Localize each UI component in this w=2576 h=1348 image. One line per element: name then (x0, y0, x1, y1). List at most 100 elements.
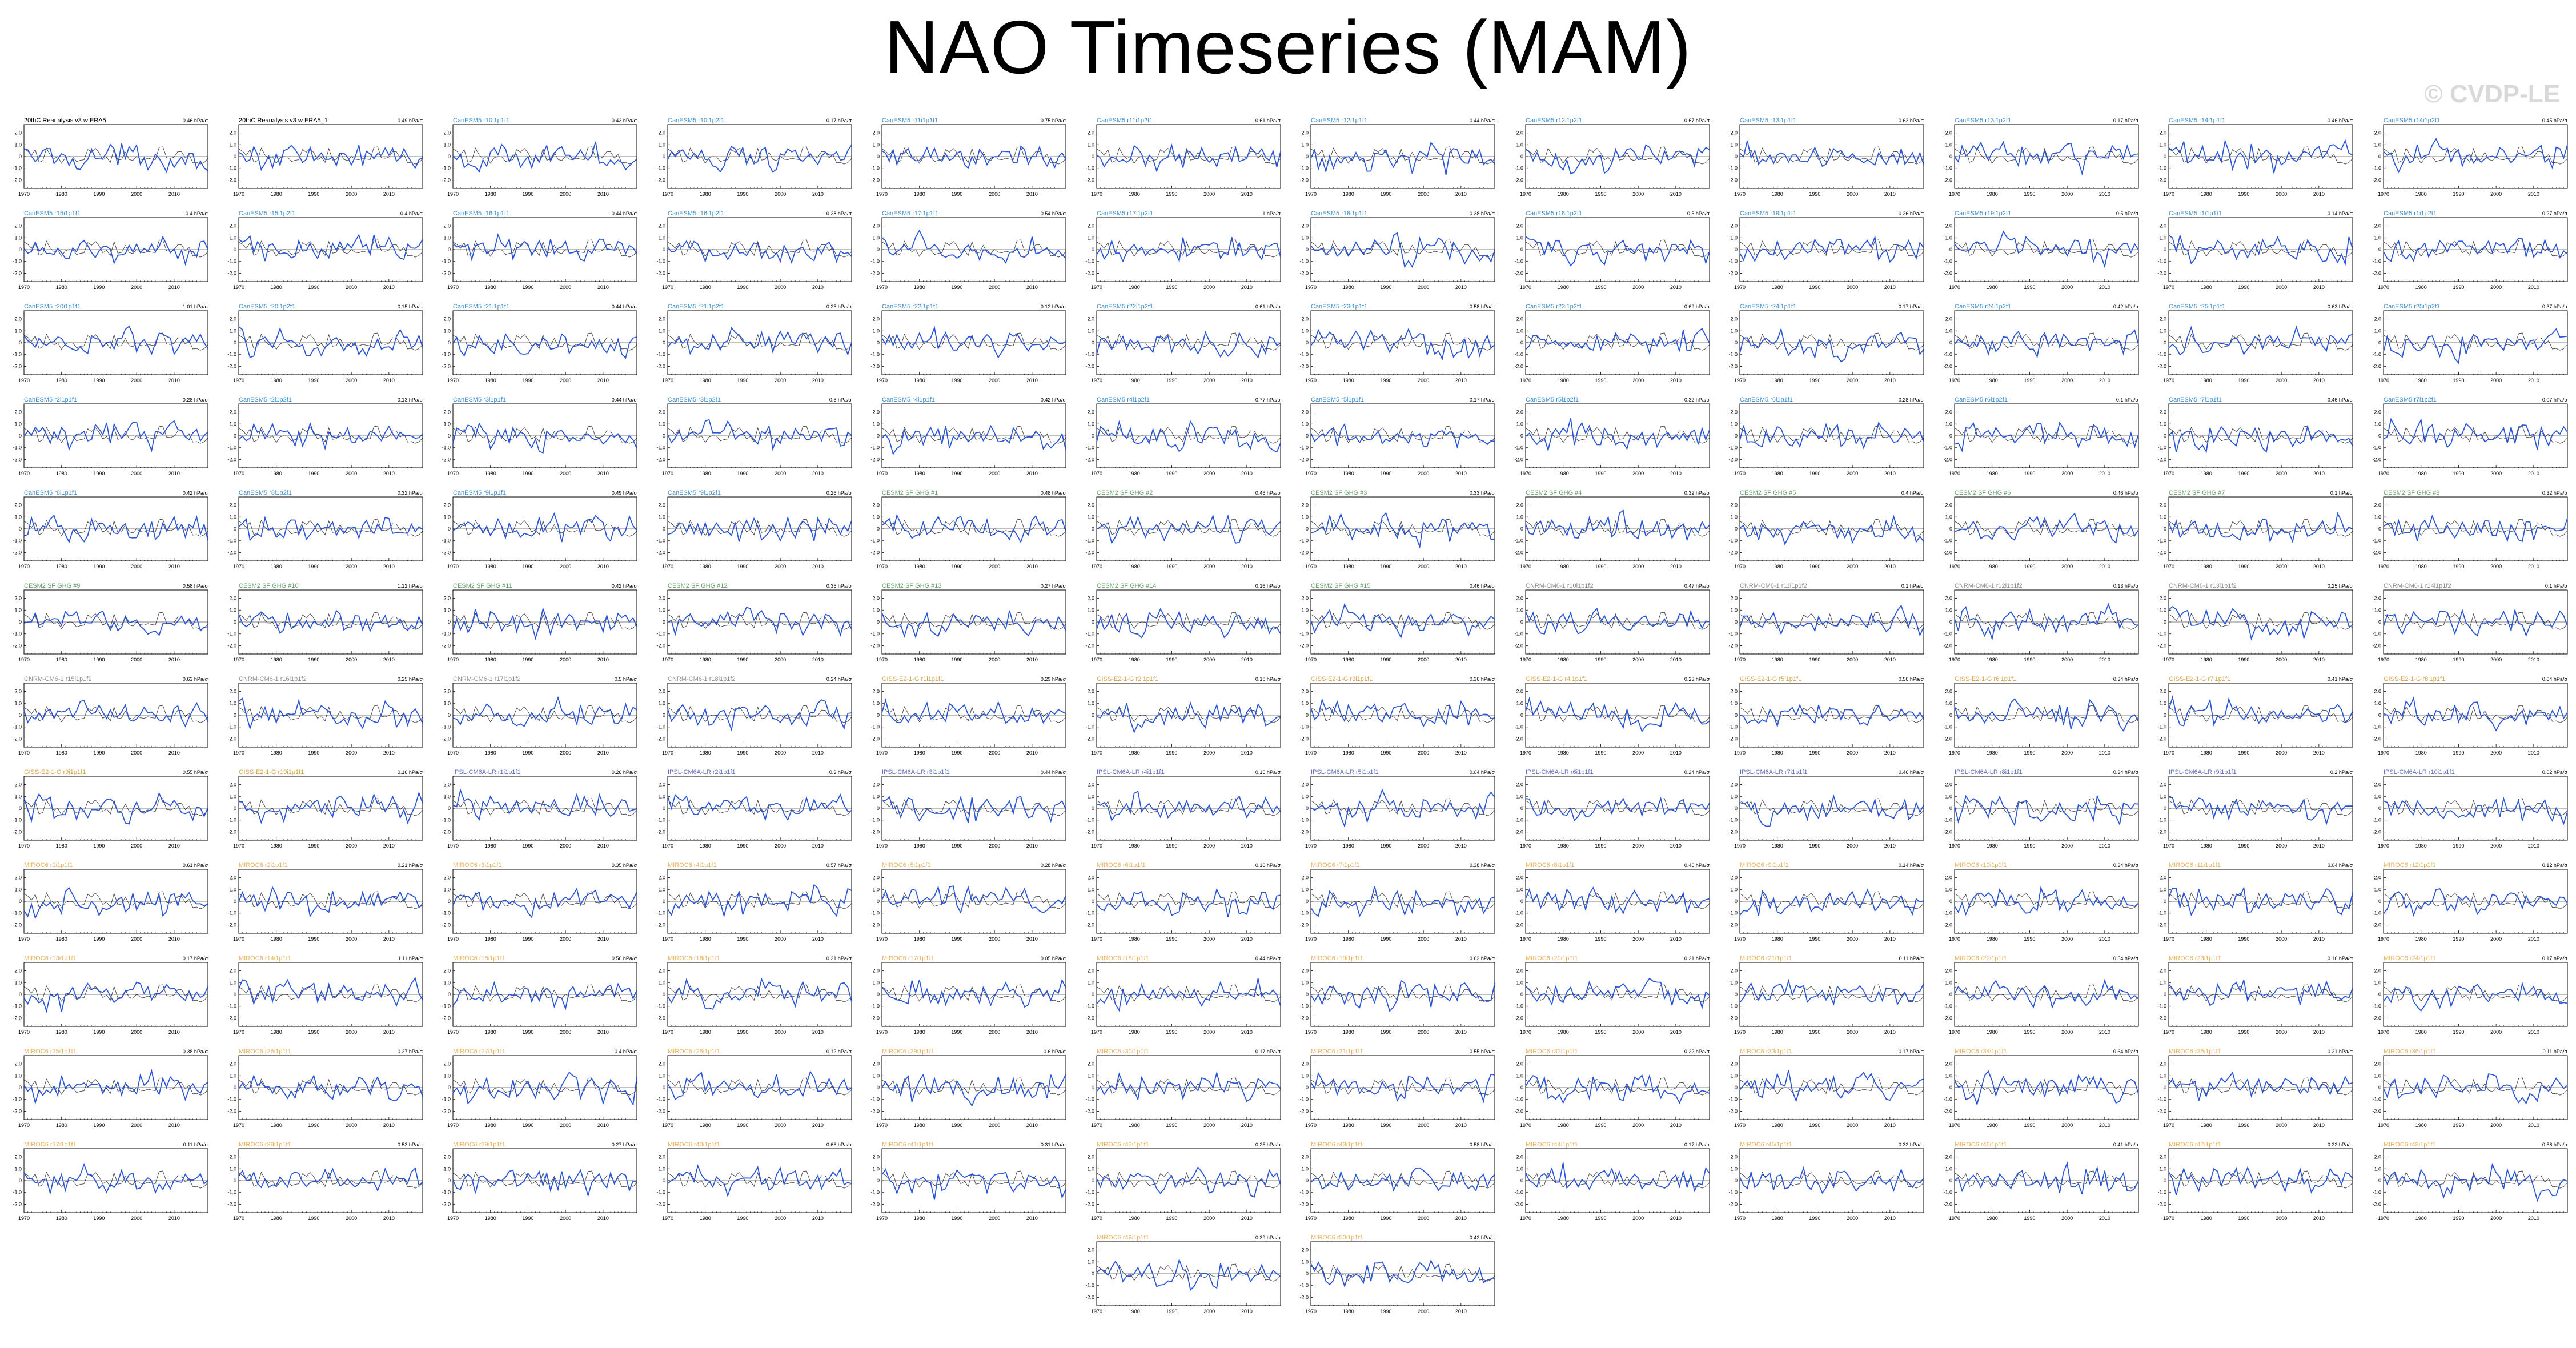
y-tick-label: 2.0 (1945, 223, 1952, 229)
model-series-line (2168, 139, 2353, 174)
panel-note: 0.42 hPa/σ (2113, 304, 2138, 310)
y-tick-label: 0 (1091, 154, 1094, 159)
panel-title: CanESM5 r3i1p2f1 (668, 396, 721, 403)
y-tick-label: -1.0 (656, 631, 665, 637)
y-tick-label: 1.0 (1087, 421, 1094, 427)
x-tick-label: 1980 (2201, 284, 2212, 290)
panel-title: CESM2 SF GHG #6 (1955, 490, 2011, 496)
y-tick-label: 2.0 (2159, 316, 2166, 322)
panel-title: CanESM5 r11i1p1f1 (882, 117, 938, 124)
y-tick-label: -2.0 (1943, 177, 1952, 183)
panel-title: CanESM5 r6i1p1f1 (1740, 396, 1793, 403)
x-tick-label: 1970 (2377, 191, 2389, 197)
panel-note: 0.27 hPa/σ (2542, 211, 2567, 216)
observed-series-line (1310, 146, 1495, 165)
y-tick-label: 1.0 (2159, 328, 2166, 334)
panel-note: 0.1 hPa/σ (1901, 583, 1924, 589)
y-tick-label: 2.0 (658, 503, 665, 508)
nao-panel: CanESM5 r10i1p2f1 0.17 hPa/σ 2.0 1.0 0 -1.0 -2… (656, 109, 871, 200)
y-tick-label: -1.0 (227, 445, 236, 451)
panel-title: CESM2 SF GHG #11 (453, 583, 512, 589)
panel-svg: CanESM5 r13i1p1f1 0.63 hPa/σ 2.0 1.0 0 -1.0 -2… (1728, 117, 1924, 197)
y-tick-label: 2.0 (1301, 503, 1309, 508)
y-tick-label: 2.0 (1087, 503, 1094, 508)
y-tick-label: 1.0 (443, 514, 451, 520)
observed-series-line (1739, 146, 1924, 165)
model-series-line (238, 145, 423, 171)
y-tick-label: -2.0 (1085, 363, 1094, 369)
panel-note: 0.49 hPa/σ (612, 490, 637, 496)
x-tick-label: 1970 (447, 564, 459, 569)
y-tick-label: 2.0 (2374, 503, 2381, 508)
y-tick-label: 0 (19, 433, 22, 439)
observed-series-line (1525, 332, 1710, 351)
y-tick-label: 1.0 (1301, 421, 1309, 427)
y-tick-label: 0 (877, 154, 880, 159)
x-tick-label: 2010 (2527, 471, 2539, 476)
x-tick-label: 2000 (989, 471, 1000, 476)
x-tick-label: 2010 (1241, 657, 1252, 663)
y-tick-label: 2.0 (2159, 130, 2166, 136)
x-tick-label: 2010 (2313, 378, 2325, 383)
page-title: NAO Timeseries (MAM) (884, 5, 1692, 89)
y-tick-label: -2.0 (656, 456, 665, 462)
panel-title: CESM2 SF GHG #10 (239, 583, 299, 589)
y-tick-label: 2.0 (229, 410, 236, 415)
x-tick-label: 2010 (1241, 191, 1252, 197)
y-tick-label: -1.0 (1299, 445, 1309, 451)
y-tick-label: -2.0 (1514, 456, 1523, 462)
panel-svg: CanESM5 r10i1p2f1 0.17 hPa/σ 2.0 1.0 0 -1.0 -2… (656, 117, 852, 197)
x-tick-label: 2010 (1670, 378, 1681, 383)
x-tick-label: 1980 (699, 657, 711, 663)
panel-title: CESM2 SF GHG #2 (1097, 490, 1153, 496)
panel-svg: CanESM5 r2i1p2f1 0.13 hPa/σ 2.0 1.0 0 -1.0 -2.… (227, 396, 423, 476)
y-tick-label: -2.0 (1514, 363, 1523, 369)
panel-title: CanESM5 r9i1p1f1 (453, 490, 506, 496)
y-tick-label: 0 (448, 340, 451, 346)
panel-svg: CanESM5 r18i1p1f1 0.38 hPa/σ 2.0 1.0 0 -1.0 -2… (1299, 210, 1495, 290)
panel-title: CanESM5 r7i1p1f1 (2169, 396, 2222, 403)
panel-svg: CanESM5 r9i1p2f1 0.26 hPa/σ 2.0 1.0 0 -1.0 -2.… (656, 490, 852, 569)
y-tick-label: 0 (662, 247, 665, 252)
model-series-line (1310, 232, 1495, 268)
y-tick-label: -2.0 (1514, 549, 1523, 555)
nao-panel: CanESM5 r4i1p2f1 0.77 hPa/σ 2.0 1.0 0 -1.0 -2.… (1085, 388, 1300, 479)
y-tick-label: -1.0 (1728, 166, 1738, 171)
model-series-line (1310, 603, 1495, 639)
y-tick-label: -2.0 (1085, 643, 1094, 648)
y-tick-label: -1.0 (2157, 538, 2166, 544)
panel-svg: CanESM5 r4i1p2f1 0.77 hPa/σ 2.0 1.0 0 -1.0 -2.… (1085, 396, 1281, 476)
y-tick-label: 0 (877, 340, 880, 346)
x-tick-label: 2000 (2490, 191, 2502, 197)
x-tick-label: 1970 (18, 564, 30, 569)
x-tick-label: 1990 (1595, 284, 1606, 290)
observed-series-line (1525, 239, 1710, 258)
x-tick-label: 2010 (1455, 657, 1467, 663)
x-tick-label: 1990 (1595, 378, 1606, 383)
model-series-line (1096, 420, 1281, 453)
x-tick-label: 1990 (1595, 471, 1606, 476)
y-tick-label: 2.0 (1087, 223, 1094, 229)
x-tick-label: 1990 (308, 378, 319, 383)
y-tick-label: 2.0 (2374, 130, 2381, 136)
y-tick-label: -1.0 (1299, 166, 1309, 171)
x-tick-label: 1980 (2415, 191, 2426, 197)
x-tick-label: 1980 (1128, 378, 1139, 383)
x-tick-label: 1980 (699, 378, 711, 383)
observed-series-line (1954, 519, 2138, 537)
panel-note: 0.1 hPa/σ (2116, 397, 2138, 403)
y-tick-label: 1.0 (2374, 328, 2381, 334)
panel-svg: CESM2 SF GHG #3 0.33 hPa/σ 2.0 1.0 0 -1.0 -2.0… (1299, 490, 1495, 569)
y-tick-label: -2.0 (2157, 456, 2166, 462)
x-tick-label: 1980 (1772, 191, 1783, 197)
y-tick-label: 1.0 (1516, 607, 1523, 613)
panel-note: 0.13 hPa/σ (397, 397, 423, 403)
y-tick-label: 1.0 (1945, 142, 1952, 147)
x-tick-label: 1980 (1557, 564, 1568, 569)
nao-panel: CanESM5 r22i1p2f1 0.61 hPa/σ 2.0 1.0 0 -1.0 -2… (1085, 295, 1300, 386)
x-tick-label: 2010 (1670, 284, 1681, 290)
y-tick-label: 2.0 (1945, 410, 1952, 415)
panel-note: 0.44 hPa/σ (1470, 118, 1495, 123)
nao-panel: CanESM5 r9i1p1f1 0.49 hPa/σ 2.0 1.0 0 -1.0 -2.… (442, 481, 656, 572)
